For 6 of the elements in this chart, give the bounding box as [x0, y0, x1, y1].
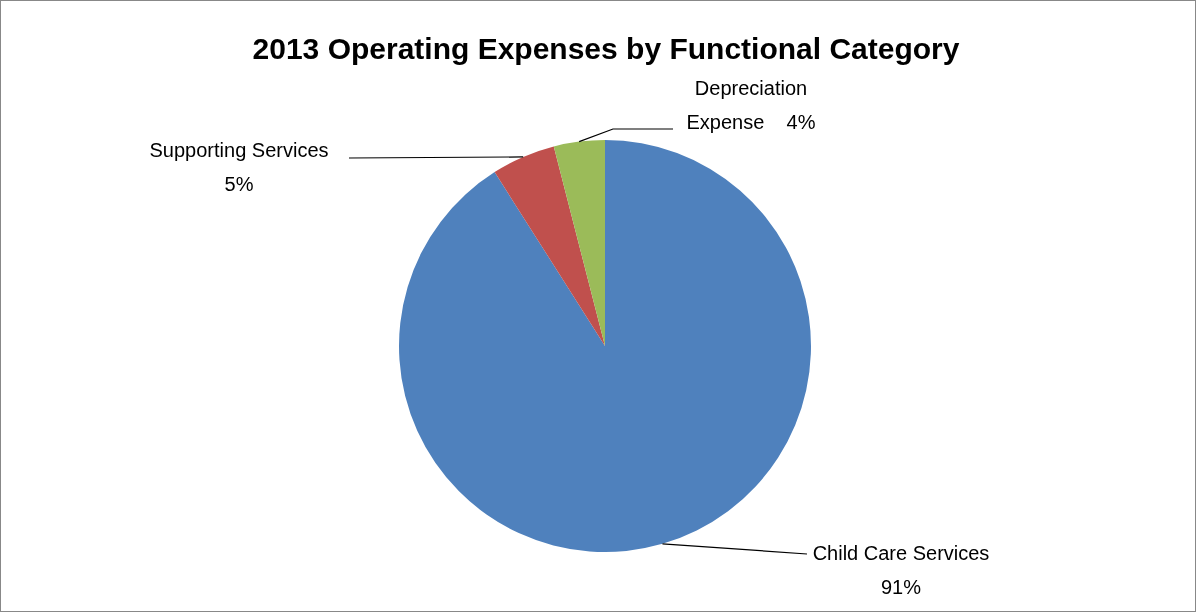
data-label: 5%: [224, 172, 254, 195]
slice-label: Child Care Services: [812, 541, 990, 564]
slice-label: Depreciation Expense 4%: [686, 76, 816, 133]
data-label: 91%: [880, 575, 922, 598]
slice-label: Supporting Services: [149, 138, 329, 161]
chart-title: 2013 Operating Expenses by Functional Category: [252, 32, 960, 66]
